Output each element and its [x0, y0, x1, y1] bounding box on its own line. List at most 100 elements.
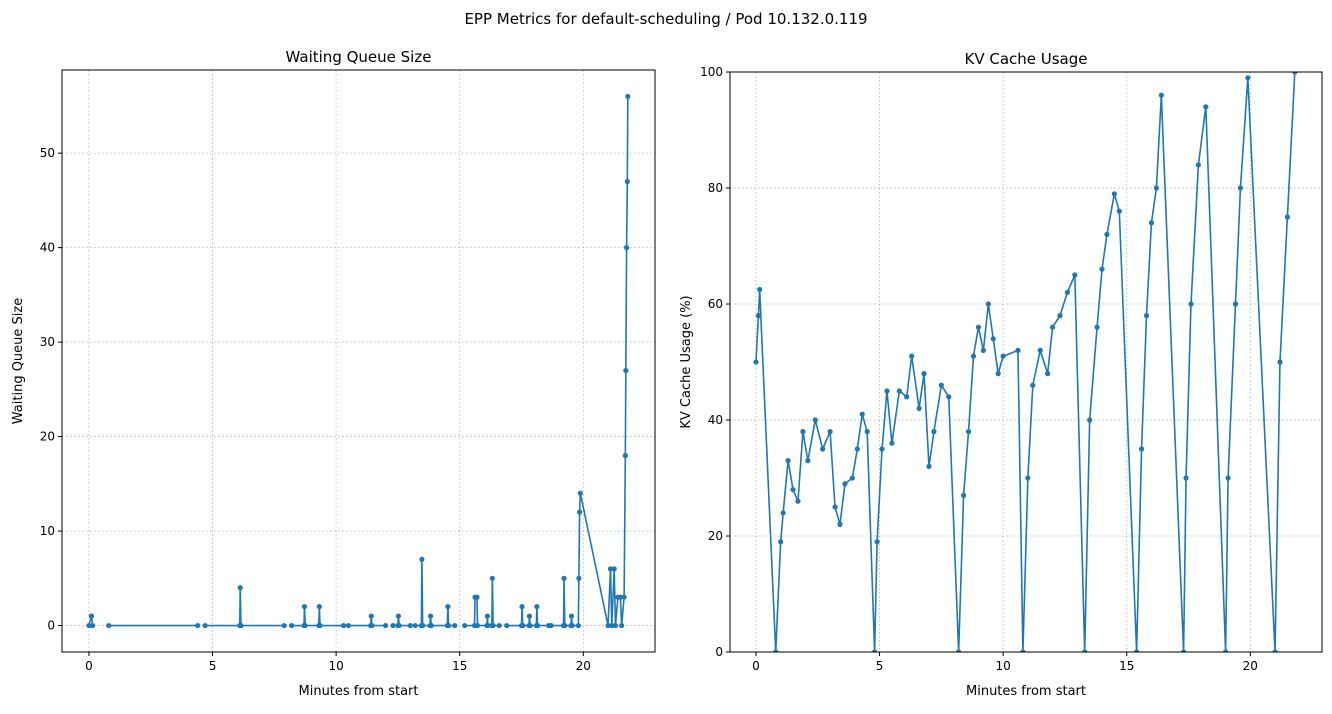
- data-point: [576, 575, 582, 581]
- data-point: [780, 510, 786, 516]
- data-point: [753, 359, 759, 365]
- y-tick-label: 20: [708, 529, 723, 543]
- data-point: [1195, 162, 1202, 168]
- data-point: [879, 446, 885, 452]
- data-point: [301, 604, 308, 610]
- data-point: [1111, 191, 1117, 197]
- data-point: [485, 622, 491, 629]
- data-point: [445, 622, 452, 629]
- data-point: [548, 622, 554, 629]
- data-point: [757, 286, 763, 293]
- data-point: [832, 504, 838, 510]
- x-tick-label: 20: [1243, 659, 1258, 673]
- data-point: [975, 324, 982, 330]
- data-point: [1237, 185, 1244, 191]
- y-tick-label: 10: [40, 524, 55, 538]
- data-point: [428, 622, 434, 629]
- data-point: [281, 622, 287, 629]
- data-point: [88, 613, 95, 619]
- data-point: [317, 622, 323, 629]
- data-point: [778, 539, 784, 545]
- data-point: [412, 622, 418, 629]
- data-point: [625, 93, 631, 100]
- data-point: [1000, 353, 1006, 359]
- data-point: [568, 613, 575, 619]
- data-point: [445, 604, 451, 610]
- data-point: [1087, 417, 1093, 423]
- data-point: [395, 613, 402, 619]
- data-point: [527, 622, 533, 629]
- data-point: [609, 622, 615, 629]
- data-point: [484, 613, 491, 619]
- data-line: [464, 578, 500, 627]
- data-line: [415, 559, 455, 627]
- data-point: [965, 429, 972, 435]
- y-tick-label: 30: [40, 335, 55, 349]
- data-point: [1148, 220, 1155, 226]
- y-axis-label: Waiting Queue Size: [11, 298, 26, 424]
- data-point: [407, 622, 413, 629]
- data-point: [805, 458, 811, 464]
- data-point: [575, 622, 581, 629]
- chart-title: KV Cache Usage: [964, 50, 1087, 68]
- data-point: [622, 452, 628, 459]
- axes-frame: [729, 71, 1323, 653]
- data-point: [474, 594, 480, 600]
- data-point: [1138, 446, 1145, 452]
- data-point: [909, 353, 915, 359]
- data-point: [106, 622, 112, 629]
- data-point: [1277, 359, 1283, 365]
- data-line: [551, 96, 629, 627]
- data-line: [348, 616, 386, 627]
- data-point: [623, 245, 630, 251]
- data-point: [490, 622, 496, 629]
- data-point: [790, 487, 796, 493]
- x-tick-label: 0: [85, 659, 93, 673]
- data-point: [795, 498, 801, 504]
- y-tick-label: 60: [708, 297, 723, 311]
- x-tick-label: 15: [1119, 659, 1134, 673]
- data-point: [624, 178, 630, 185]
- data-point: [837, 521, 843, 528]
- chart-title: Waiting Queue Size: [286, 48, 432, 66]
- data-point: [534, 622, 541, 629]
- data-point: [238, 622, 244, 629]
- data-point: [612, 622, 619, 629]
- y-tick-label: 0: [715, 645, 723, 659]
- y-tick-label: 40: [708, 413, 723, 427]
- data-point: [340, 622, 347, 629]
- x-axis-label: Minutes from start: [966, 684, 1086, 699]
- data-point: [489, 575, 495, 581]
- data-point: [1037, 347, 1043, 353]
- y-tick-label: 80: [708, 181, 723, 195]
- data-point: [995, 371, 1001, 377]
- x-tick-label: 15: [452, 659, 467, 673]
- data-point: [820, 446, 826, 452]
- data-point: [956, 649, 962, 652]
- data-point: [921, 371, 927, 377]
- data-point: [1099, 266, 1105, 272]
- data-point: [368, 613, 374, 619]
- data-point: [1015, 347, 1021, 353]
- data-point: [904, 394, 910, 400]
- data-point: [985, 301, 991, 307]
- y-tick-label: 0: [47, 619, 55, 633]
- data-point: [534, 604, 540, 610]
- data-point: [520, 622, 526, 629]
- data-point: [1082, 649, 1088, 652]
- data-point: [345, 622, 352, 629]
- data-point: [396, 622, 402, 629]
- data-point: [369, 622, 375, 629]
- data-point: [1045, 371, 1051, 377]
- data-point: [800, 429, 806, 435]
- data-point: [1272, 649, 1278, 652]
- data-point: [619, 622, 625, 629]
- data-point: [960, 492, 967, 498]
- data-point: [872, 649, 878, 652]
- data-point: [617, 594, 623, 600]
- data-line: [755, 72, 1296, 652]
- data-point: [605, 622, 611, 629]
- data-point: [1049, 324, 1056, 330]
- data-point: [812, 417, 818, 423]
- data-point: [1222, 649, 1229, 652]
